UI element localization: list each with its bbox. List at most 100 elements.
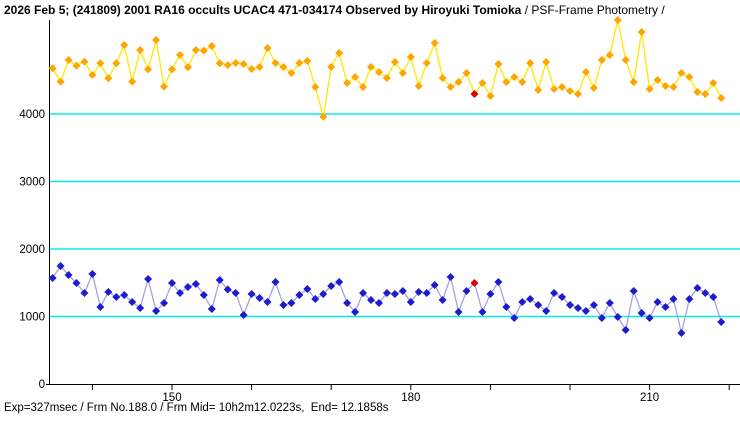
data-point-marker: [295, 290, 304, 299]
data-point-marker: [327, 63, 336, 72]
data-point-marker: [693, 284, 702, 293]
data-point-marker: [430, 280, 439, 289]
data-point-marker: [207, 305, 216, 314]
data-point-marker: [175, 289, 184, 298]
data-point-marker: [589, 84, 598, 93]
data-point-marker: [144, 65, 153, 74]
data-point-marker: [295, 58, 304, 67]
data-point-marker: [168, 65, 176, 74]
data-point-marker: [669, 295, 678, 304]
data-point-marker: [335, 278, 344, 287]
data-point-marker: [414, 81, 423, 90]
data-point-marker: [446, 273, 455, 282]
data-point-marker: [566, 301, 574, 310]
data-point-marker: [653, 75, 662, 84]
y-gridlines: [50, 113, 740, 318]
data-point-marker: [303, 56, 312, 65]
data-point-marker: [406, 297, 415, 306]
data-point-marker: [367, 63, 375, 72]
data-point-marker: [526, 58, 535, 67]
data-point-marker: [88, 269, 97, 278]
data-point-marker: [701, 289, 710, 298]
data-point-marker: [191, 46, 200, 55]
data-point-marker: [367, 296, 375, 305]
data-point-marker: [422, 289, 431, 298]
data-point-marker: [478, 307, 487, 316]
data-point-marker: [573, 303, 582, 312]
data-point-marker: [152, 36, 161, 45]
data-point-marker: [80, 57, 89, 66]
data-point-marker: [566, 86, 574, 95]
data-point-marker: [311, 295, 320, 304]
data-point-marker: [685, 73, 694, 82]
x-tick-label: 150: [162, 392, 181, 404]
data-point-marker: [534, 301, 543, 310]
data-point-marker: [48, 64, 57, 73]
data-point-marker: [629, 286, 638, 295]
data-point-marker: [48, 274, 57, 283]
data-point-marker: [494, 278, 503, 287]
x-tick-label: 210: [640, 392, 659, 404]
data-point-marker: [96, 59, 105, 68]
data-point-marker: [398, 286, 407, 295]
data-point-marker: [223, 61, 232, 70]
data-point-marker: [637, 308, 646, 317]
data-point-marker: [112, 59, 121, 68]
data-point-marker: [359, 289, 368, 298]
data-point-marker: [709, 292, 718, 301]
data-point-marker: [175, 51, 184, 60]
data-point-marker: [462, 286, 471, 295]
data-point-marker: [359, 83, 368, 91]
data-point-marker: [534, 85, 543, 94]
y-tick-label: 4000: [19, 109, 45, 121]
data-point-marker: [144, 274, 153, 283]
data-point-marker: [430, 39, 439, 48]
data-point-marker: [64, 56, 73, 64]
data-point-marker: [128, 77, 137, 86]
data-point-marker: [56, 262, 65, 271]
data-point-marker: [96, 302, 105, 311]
data-point-marker: [183, 283, 192, 292]
data-point-marker: [351, 73, 360, 82]
data-point-marker: [701, 90, 710, 99]
data-point-marker: [677, 69, 686, 78]
data-point-marker: [88, 70, 97, 79]
data-point-marker: [128, 297, 137, 306]
data-point-marker: [239, 59, 248, 68]
data-point-marker: [621, 326, 630, 334]
data-point-marker: [303, 285, 312, 294]
status-text: Exp=327msec / Frm No.188.0 / Frm Mid= 10…: [4, 402, 389, 414]
data-point-marker: [247, 290, 256, 299]
data-point-marker: [398, 69, 407, 78]
current-frame-marker: [470, 279, 479, 288]
data-point-marker: [382, 289, 391, 298]
data-point-marker: [422, 58, 431, 67]
data-point-marker: [255, 63, 264, 72]
data-point-marker: [327, 281, 336, 290]
data-point-marker: [462, 69, 471, 78]
data-point-marker: [136, 303, 145, 312]
data-point-marker: [502, 78, 511, 87]
data-point-marker: [263, 297, 272, 306]
data-point-marker: [605, 51, 614, 60]
data-point-marker: [199, 46, 208, 55]
data-point-marker: [446, 83, 455, 91]
data-point-marker: [510, 73, 519, 82]
data-point-marker: [581, 68, 590, 77]
data-point-marker: [494, 59, 503, 68]
series-line: [52, 264, 722, 334]
data-point-marker: [120, 41, 129, 50]
data-point-marker: [542, 307, 551, 316]
data-point-marker: [335, 48, 344, 57]
data-point-marker: [311, 83, 320, 91]
data-point-marker: [215, 275, 224, 284]
data-point-marker: [542, 58, 551, 67]
data-point-marker: [207, 42, 216, 51]
series-line: [52, 20, 722, 117]
series-lower-light-curve: [48, 262, 726, 337]
data-point-marker: [406, 53, 415, 62]
y-tick-label: 2000: [19, 244, 45, 256]
data-point-marker: [653, 297, 662, 306]
data-point-marker: [168, 279, 176, 288]
